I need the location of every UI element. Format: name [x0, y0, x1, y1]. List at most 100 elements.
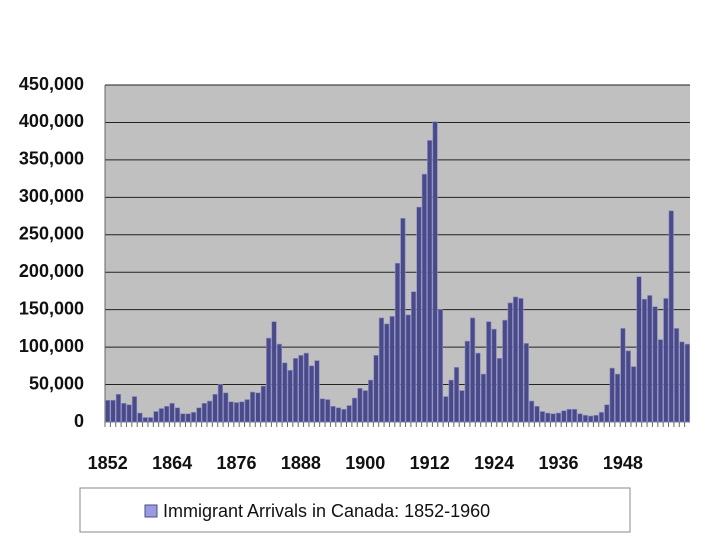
x-tick-label: 1888	[281, 453, 321, 473]
x-tick-label: 1900	[345, 453, 385, 473]
bar	[266, 337, 272, 423]
bar	[196, 407, 202, 423]
bar	[384, 323, 390, 423]
y-tick-label: 250,000	[19, 224, 84, 244]
x-tick-label: 1924	[474, 453, 514, 473]
bar	[620, 328, 626, 423]
bar	[598, 411, 605, 423]
bar	[309, 365, 315, 423]
bar	[593, 414, 599, 423]
bar	[470, 317, 476, 423]
y-tick-label: 350,000	[19, 149, 84, 169]
bar	[566, 408, 572, 423]
bar	[668, 210, 674, 423]
bar	[480, 373, 486, 423]
bar	[679, 341, 685, 423]
y-tick-label: 400,000	[19, 111, 84, 131]
bar	[185, 413, 191, 423]
bar	[663, 298, 669, 423]
bar	[427, 140, 433, 423]
bar	[604, 404, 610, 423]
bar	[174, 407, 181, 423]
bar	[357, 387, 363, 423]
bar	[287, 370, 293, 423]
bar	[673, 328, 680, 423]
bar	[158, 408, 164, 423]
bar	[405, 314, 411, 423]
bar	[153, 411, 159, 423]
bar	[335, 407, 342, 423]
x-tick-label: 1864	[152, 453, 192, 473]
bar	[400, 218, 406, 423]
bar	[416, 206, 422, 423]
bar	[373, 355, 379, 423]
bar	[582, 414, 588, 423]
bar	[250, 391, 256, 423]
bar	[298, 355, 304, 423]
bar	[647, 295, 653, 423]
bar	[282, 362, 288, 423]
bar	[244, 399, 250, 423]
bar	[362, 390, 368, 423]
y-tick-label: 50,000	[29, 373, 84, 393]
bar	[609, 367, 615, 423]
bar	[378, 317, 384, 423]
bar	[534, 405, 540, 423]
bar	[555, 412, 562, 423]
bar	[223, 392, 229, 423]
bar	[588, 415, 594, 423]
bar	[523, 343, 529, 423]
x-tick-label: 1852	[88, 453, 128, 473]
bar	[126, 404, 132, 423]
y-tick-label: 200,000	[19, 261, 84, 281]
bar	[394, 262, 401, 423]
bar	[561, 410, 567, 423]
bar	[448, 379, 454, 423]
legend-swatch	[144, 504, 158, 518]
y-tick-label: 150,000	[19, 298, 84, 318]
bar	[550, 413, 556, 423]
bar	[614, 373, 621, 423]
y-tick-label: 100,000	[19, 336, 84, 356]
bar	[110, 399, 116, 423]
bar	[164, 405, 170, 423]
bar	[239, 401, 245, 423]
bar	[437, 309, 444, 423]
bar	[443, 396, 449, 423]
bar	[453, 367, 460, 423]
bar	[303, 352, 309, 423]
bar	[190, 411, 197, 423]
bar	[276, 343, 283, 423]
bar	[389, 316, 395, 423]
bar	[292, 358, 299, 423]
y-tick-label: 300,000	[19, 186, 84, 206]
bar	[486, 321, 492, 423]
bar	[137, 412, 143, 423]
bar	[105, 399, 111, 423]
x-tick-label: 1912	[410, 453, 450, 473]
x-tick-label: 1876	[216, 453, 256, 473]
bar	[545, 412, 551, 423]
bar	[539, 411, 545, 423]
bar	[346, 405, 352, 423]
bar	[625, 350, 631, 423]
bar	[529, 400, 535, 423]
bar	[577, 413, 583, 423]
bar	[121, 402, 127, 423]
bar	[260, 385, 266, 423]
bar	[180, 413, 186, 423]
bar	[148, 417, 154, 423]
bar	[368, 379, 374, 423]
bar	[684, 343, 690, 423]
bar	[228, 401, 234, 423]
bar	[411, 291, 417, 423]
bar	[325, 399, 331, 423]
bar	[201, 402, 207, 423]
bar	[641, 298, 647, 423]
bar	[115, 393, 122, 423]
bar	[319, 398, 325, 423]
bar	[475, 352, 481, 423]
y-tick-label: 0	[74, 411, 84, 431]
x-tick-label: 1936	[538, 453, 578, 473]
